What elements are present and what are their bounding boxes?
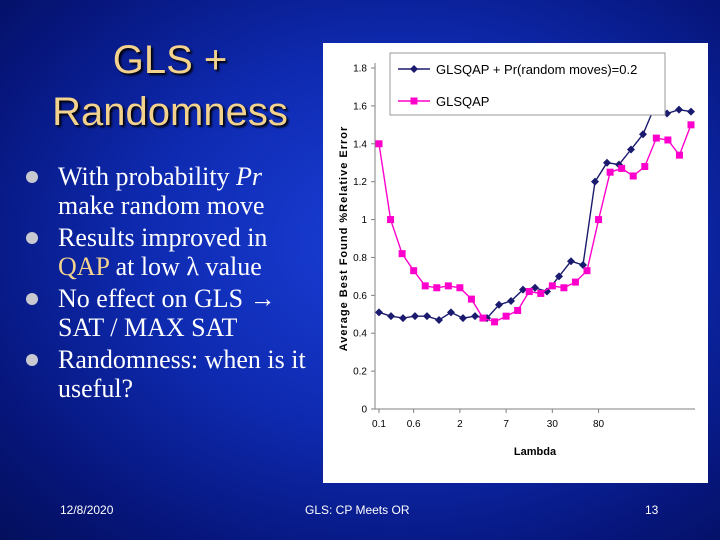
data-point-square: [410, 267, 418, 275]
data-point-square: [433, 284, 441, 292]
data-point-diamond: [627, 145, 635, 154]
data-point-diamond: [471, 312, 479, 321]
data-point-square: [479, 314, 487, 322]
data-point-square: [514, 306, 522, 314]
y-axis-label: Average Best Found %Relative Error: [338, 126, 350, 352]
title-line-1: GLS +: [112, 38, 228, 82]
data-point-square: [387, 216, 395, 224]
series-line-2: [378, 124, 692, 323]
data-point-diamond: [579, 261, 587, 270]
data-point-diamond: [603, 158, 611, 167]
data-point-square: [398, 250, 406, 258]
data-point-diamond: [531, 283, 539, 292]
data-point-square: [502, 312, 510, 320]
data-point-square: [583, 267, 591, 275]
bullet-item: With probability Pr make random move: [12, 162, 312, 220]
data-point-square: [687, 121, 695, 129]
data-point-diamond: [519, 285, 527, 294]
legend-marker-square: [410, 97, 418, 105]
data-point-square: [629, 172, 637, 180]
data-point-diamond: [567, 257, 575, 266]
y-tick-label: 1.2: [353, 177, 367, 188]
data-point-square: [525, 288, 533, 296]
data-point-square: [641, 163, 649, 171]
data-point-square: [444, 282, 452, 290]
bullet-item: Randomness: when is it useful?: [12, 345, 312, 403]
y-tick-label: 0.4: [353, 329, 367, 340]
data-point-square: [421, 282, 429, 290]
data-point-diamond: [687, 107, 695, 116]
y-tick-label: 0.2: [353, 367, 367, 378]
x-tick-label: 2: [457, 419, 463, 430]
x-tick-label: 7: [503, 419, 509, 430]
data-point-square: [606, 168, 614, 176]
data-point-diamond: [591, 177, 599, 186]
y-tick-label: 1: [361, 215, 367, 226]
footer-title: GLS: CP Meets OR: [305, 503, 410, 517]
x-tick-label: 30: [547, 419, 559, 430]
data-point-square: [548, 282, 556, 290]
data-point-diamond: [495, 300, 503, 309]
bullet-dot-icon: [26, 354, 38, 366]
legend-marker-diamond: [410, 65, 418, 73]
y-tick-label: 1.4: [353, 139, 367, 150]
y-tick-label: 0: [361, 405, 367, 416]
y-tick-label: 1.8: [353, 64, 367, 75]
data-point-square: [467, 295, 475, 303]
arrow-right-icon: →: [249, 284, 276, 313]
bullet-item: No effect on GLS → SAT / MAX SAT: [12, 284, 312, 342]
data-point-diamond: [447, 308, 455, 317]
data-point-square: [456, 284, 464, 292]
y-tick-label: 1.6: [353, 101, 367, 112]
bullet-dot-icon: [26, 293, 38, 305]
data-point-square: [595, 216, 603, 224]
data-point-diamond: [399, 314, 407, 323]
x-axis-label: Lambda: [514, 446, 557, 458]
data-point-diamond: [435, 315, 443, 324]
x-tick-label: 0.6: [407, 419, 421, 430]
chart-panel: 0 0.2 0.4 0.6 0.8 1 1.2 1.4 1.6 1.8 0.1 0.6 2 7 30 80 La…: [323, 43, 708, 483]
bullet-dot-icon: [26, 232, 38, 244]
data-point-square: [560, 284, 568, 292]
bullet-dot-icon: [26, 171, 38, 183]
data-point-diamond: [387, 312, 395, 321]
slide-title: GLS + Randomness: [20, 34, 320, 138]
data-point-diamond: [543, 287, 551, 296]
data-point-square: [491, 318, 499, 326]
data-point-diamond: [507, 297, 515, 306]
x-tick-label: 0.1: [372, 419, 386, 430]
footer-date: 12/8/2020: [60, 503, 114, 517]
title-line-2: Randomness: [52, 90, 288, 134]
footer-page-number: 13: [645, 503, 659, 517]
data-point-diamond: [639, 130, 647, 139]
data-point-diamond: [675, 105, 683, 114]
y-tick-label: 0.8: [353, 253, 367, 264]
y-tick-label: 0.6: [353, 291, 367, 302]
data-point-square: [375, 140, 383, 148]
legend-entry-2: GLSQAP: [436, 94, 489, 109]
data-point-diamond: [423, 312, 431, 321]
data-point-diamond: [459, 314, 467, 323]
bullet-list: With probability Pr make random move Res…: [12, 162, 312, 406]
data-point-square: [675, 151, 683, 159]
data-point-square: [571, 278, 579, 286]
line-chart: 0 0.2 0.4 0.6 0.8 1 1.2 1.4 1.6 1.8 0.1 0.6 2 7 30 80 La…: [338, 52, 695, 458]
legend-entry-1: GLSQAP + Pr(random moves)=0.2: [436, 62, 637, 77]
data-point-diamond: [555, 272, 563, 281]
data-point-square: [618, 164, 626, 172]
data-point-square: [664, 136, 672, 144]
data-point-diamond: [375, 308, 383, 317]
lambda-symbol: λ: [186, 252, 199, 281]
data-point-diamond: [411, 312, 419, 321]
bullet-item: Results improved in QAP at low λ value: [12, 223, 312, 281]
legend-box: [389, 52, 666, 116]
data-point-square: [652, 134, 660, 142]
x-tick-label: 80: [593, 419, 605, 430]
data-point-square: [537, 289, 545, 297]
